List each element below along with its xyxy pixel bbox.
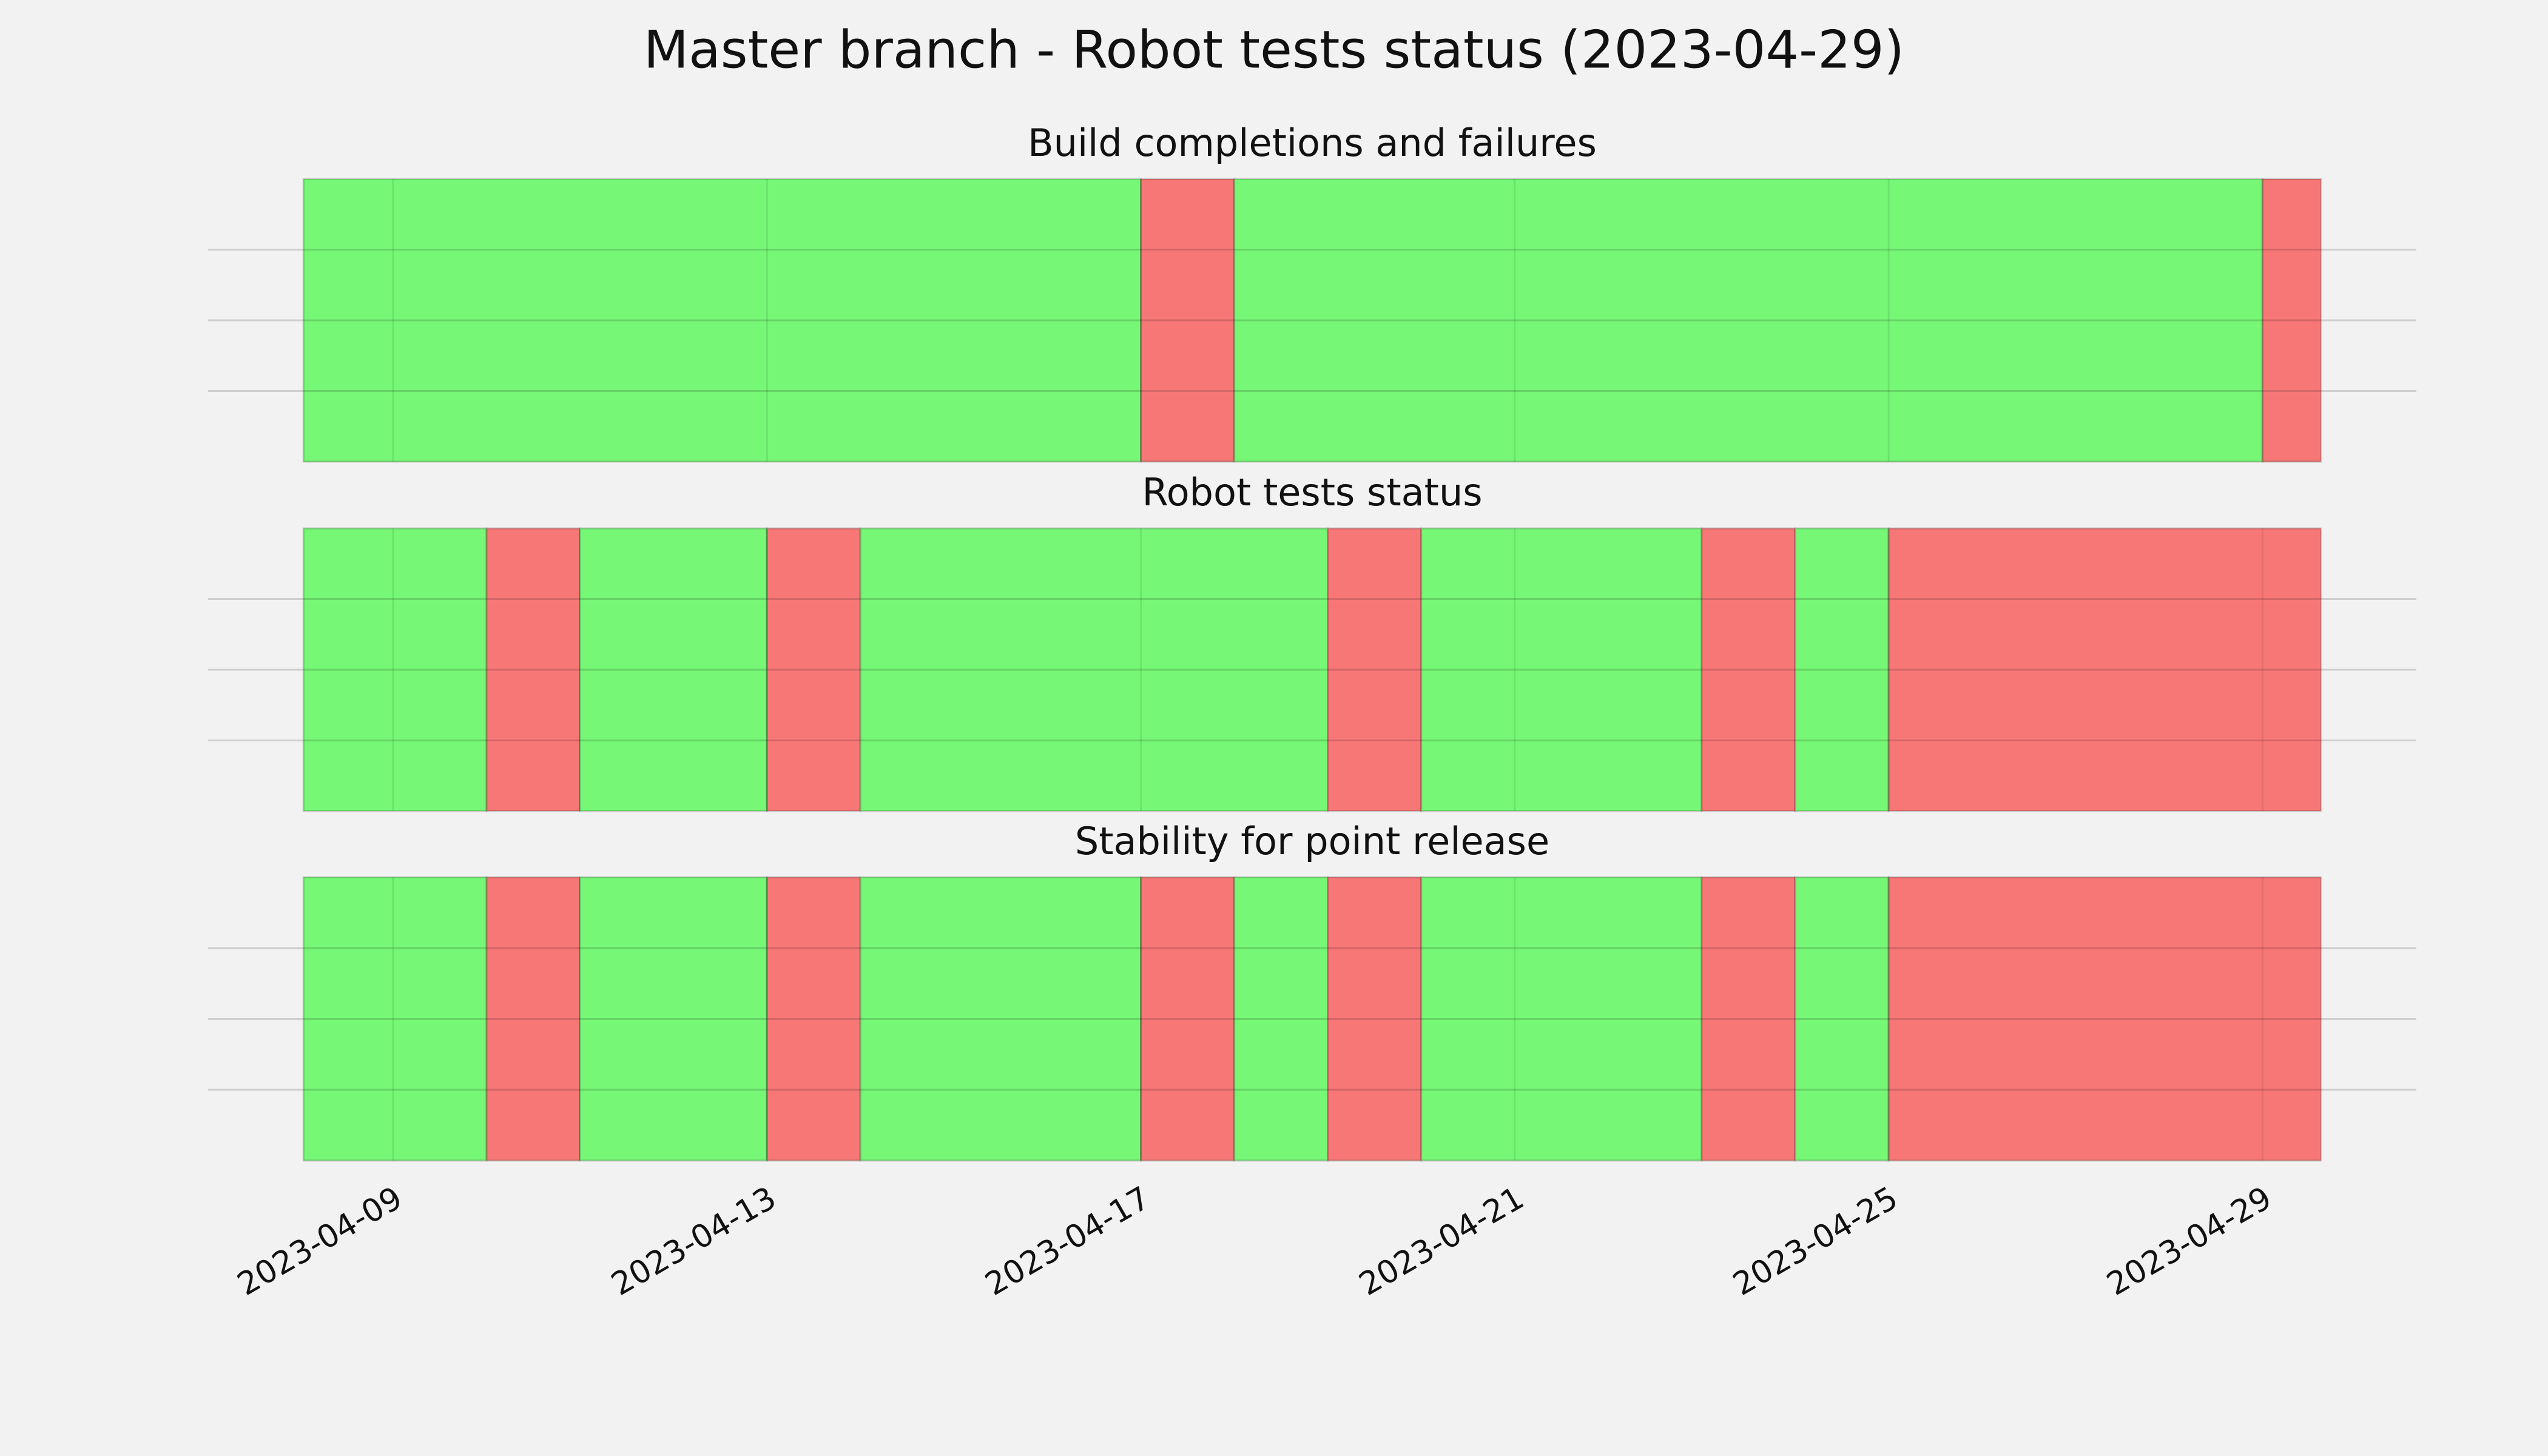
status-segment (2261, 178, 2322, 463)
status-segment (1140, 876, 1236, 1162)
status-segment (859, 527, 1329, 812)
status-segment (485, 527, 581, 812)
status-segment (1794, 527, 1890, 812)
status-segment (1887, 527, 2322, 812)
panel-title: Stability for point release (1075, 819, 1549, 863)
status-segment (485, 876, 581, 1162)
status-segment (302, 178, 1142, 463)
status-segment (302, 876, 488, 1162)
status-segment (1794, 876, 1890, 1162)
status-segment (1700, 876, 1796, 1162)
panel-title: Robot tests status (1142, 470, 1482, 514)
status-segment (1327, 876, 1423, 1162)
status-segment (302, 527, 488, 812)
status-segment (859, 876, 1142, 1162)
status-segment (1420, 527, 1703, 812)
status-segment (766, 876, 861, 1162)
panel-title: Build completions and failures (1028, 121, 1597, 165)
chart-title: Master branch - Robot tests status (2023… (644, 19, 1904, 80)
status-segment (579, 876, 768, 1162)
status-segment (1420, 876, 1703, 1162)
status-segment (1700, 527, 1796, 812)
status-segment (1233, 876, 1329, 1162)
status-segment (1233, 178, 2263, 463)
status-segment (1887, 876, 2322, 1162)
status-segment (1327, 527, 1423, 812)
status-segment (1140, 178, 1236, 463)
status-segment (579, 527, 768, 812)
